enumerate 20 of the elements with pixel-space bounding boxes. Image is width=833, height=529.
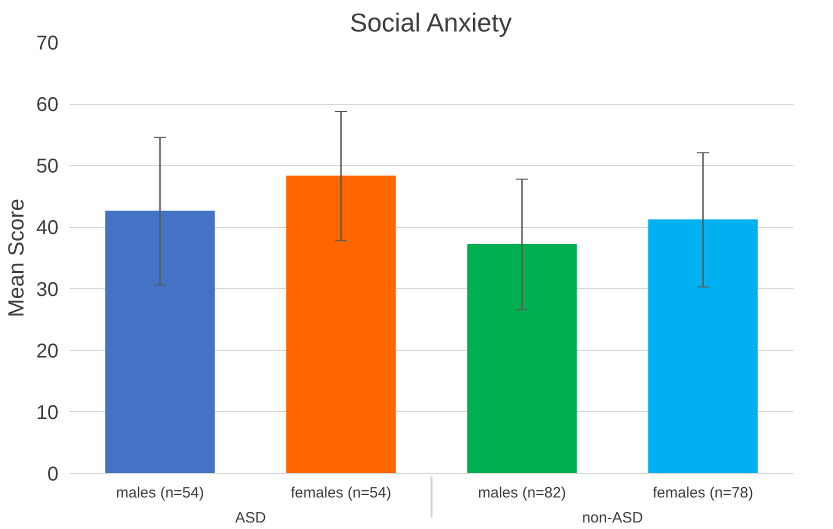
y-tick-label: 70: [36, 32, 59, 54]
bar: [105, 210, 215, 474]
x-tick-label: females (n=78): [652, 484, 754, 502]
y-tick-label: 30: [36, 278, 59, 301]
chart-title: Social Anxiety: [350, 8, 512, 38]
x-tick-label: males (n=82): [478, 484, 566, 502]
text: non-ASD: [582, 510, 644, 526]
x-tick-label: females (n=54): [290, 484, 392, 502]
x-tick-label: males (n=54): [116, 484, 204, 502]
y-tick-label: 50: [36, 156, 59, 178]
y-tick-label: 60: [36, 94, 59, 116]
bar: [286, 176, 396, 474]
y-tick-label: 40: [36, 217, 59, 240]
y-tick-label: 20: [36, 340, 59, 362]
y-tick-label: 10: [36, 402, 59, 424]
y-axis-title: Mean Score: [3, 198, 28, 318]
text: ASD: [235, 510, 266, 526]
bar: [467, 244, 577, 474]
bar: [648, 219, 758, 474]
y-tick-label: 0: [47, 464, 58, 486]
